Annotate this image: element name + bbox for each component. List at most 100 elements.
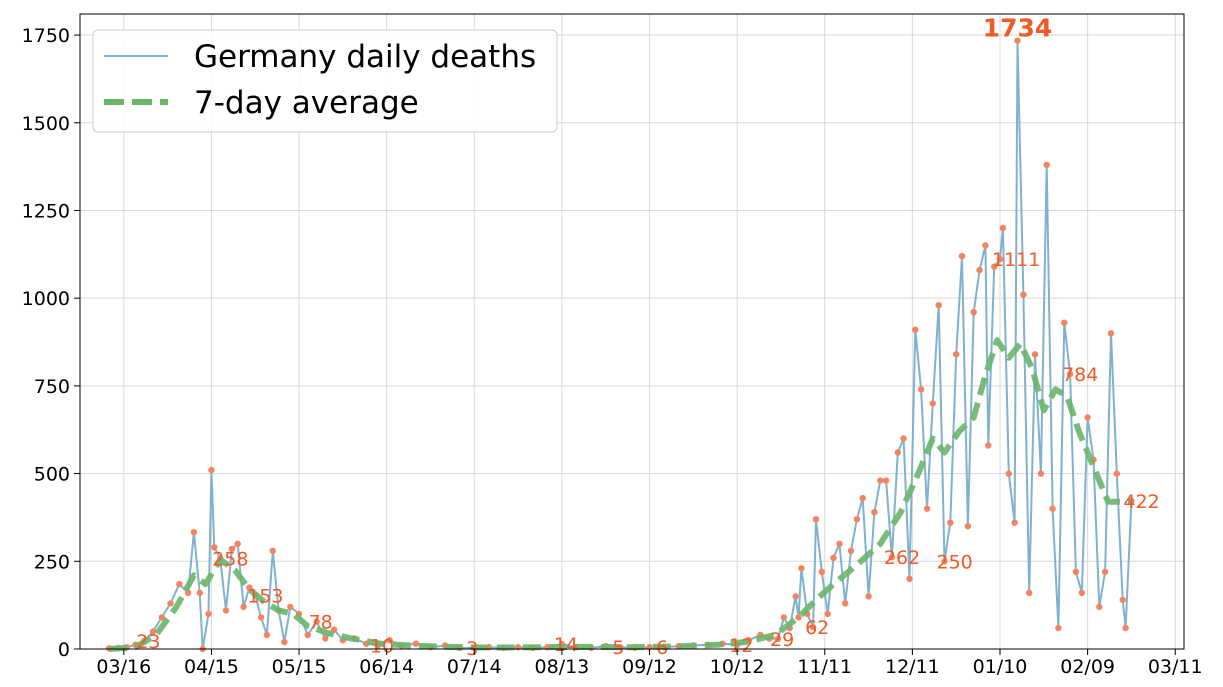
daily-deaths-point xyxy=(246,584,253,591)
daily-deaths-point xyxy=(917,386,925,393)
x-axis: 03/16 04/15 05/15 06/14 07/14 08/13 09/12 10/12… xyxy=(96,649,1203,678)
daily-deaths-point xyxy=(923,505,931,512)
daily-deaths-point xyxy=(257,614,265,621)
daily-deaths-point xyxy=(912,326,919,333)
daily-deaths-point xyxy=(792,593,799,600)
value-label: 5 xyxy=(612,637,624,659)
x-tick-label: 10/12 xyxy=(710,656,765,678)
daily-deaths-point xyxy=(1066,370,1074,378)
daily-deaths-point xyxy=(240,603,247,611)
daily-deaths-point xyxy=(1011,519,1018,526)
daily-deaths-point xyxy=(809,624,817,631)
daily-deaths-point xyxy=(830,554,837,561)
series-layer xyxy=(106,37,1135,653)
legend-label-daily: Germany daily deaths xyxy=(194,39,536,75)
daily-deaths-point xyxy=(304,631,311,639)
daily-deaths-point xyxy=(1031,351,1039,358)
x-tick-label: 03/11 xyxy=(1148,656,1203,678)
seven-day-average-line xyxy=(108,337,1132,652)
y-tick-label: 1250 xyxy=(22,200,70,222)
daily-deaths-point xyxy=(900,435,907,442)
daily-deaths-point xyxy=(941,558,948,565)
daily-deaths-point xyxy=(859,494,866,502)
daily-deaths-point xyxy=(386,637,393,644)
daily-deaths-point xyxy=(970,309,977,316)
y-tick-label: 500 xyxy=(34,464,70,486)
daily-deaths-point xyxy=(985,442,992,449)
value-label: 10 xyxy=(370,635,394,657)
y-axis: 0 250 500 750 1000 1250 1500 1750 xyxy=(22,25,80,661)
daily-deaths-point xyxy=(953,351,960,358)
daily-deaths-point xyxy=(1026,589,1033,597)
daily-deaths-point xyxy=(412,640,420,647)
value-label: 1111 xyxy=(992,249,1040,271)
x-tick-label: 11/11 xyxy=(797,656,852,678)
daily-deaths-point xyxy=(228,545,236,553)
daily-deaths-point xyxy=(1122,624,1129,632)
daily-deaths-point xyxy=(853,516,861,523)
daily-deaths-point xyxy=(1119,596,1126,604)
daily-deaths-point xyxy=(999,224,1007,232)
daily-deaths-point xyxy=(263,631,271,639)
daily-deaths-point xyxy=(774,635,782,642)
x-tick-label: 07/14 xyxy=(447,656,502,678)
daily-deaths-point xyxy=(882,477,890,484)
daily-deaths-point xyxy=(234,540,241,547)
daily-deaths-point xyxy=(929,400,936,407)
daily-deaths-point xyxy=(1101,568,1109,575)
daily-deaths-point xyxy=(906,575,913,582)
daily-deaths-point xyxy=(877,477,884,484)
x-tick-label: 05/15 xyxy=(272,656,327,678)
daily-deaths-point xyxy=(281,638,288,646)
value-label: 258 xyxy=(212,548,248,570)
daily-deaths-point xyxy=(176,580,183,588)
value-label: 6 xyxy=(656,637,668,659)
daily-deaths-point xyxy=(964,523,972,530)
y-tick-label: 1750 xyxy=(22,25,70,47)
value-label: 23 xyxy=(136,631,160,653)
daily-deaths-point xyxy=(812,516,820,523)
value-label: 29 xyxy=(770,629,794,651)
daily-deaths-point xyxy=(1055,624,1062,632)
value-label: 12 xyxy=(729,635,753,657)
daily-deaths-point xyxy=(1020,291,1027,298)
x-tick-label: 04/15 xyxy=(184,656,239,678)
legend-label-average: 7-day average xyxy=(194,85,419,121)
x-tick-label: 08/13 xyxy=(535,656,590,678)
daily-deaths-point xyxy=(158,614,165,621)
x-tick-label: 01/10 xyxy=(973,656,1028,678)
daily-deaths-point xyxy=(947,519,954,526)
daily-deaths-point xyxy=(1037,470,1045,477)
x-tick-label: 06/14 xyxy=(359,656,414,678)
value-label: 784 xyxy=(1062,364,1098,386)
daily-deaths-point xyxy=(780,614,788,621)
daily-deaths-point xyxy=(818,568,825,575)
daily-deaths-point xyxy=(996,256,1004,263)
daily-deaths-point xyxy=(1107,330,1115,337)
legend: Germany daily deaths 7-day average xyxy=(92,29,558,133)
daily-deaths-point xyxy=(1043,161,1050,169)
y-tick-label: 1500 xyxy=(22,113,70,135)
value-label: 250 xyxy=(937,551,973,573)
value-label: 14 xyxy=(554,634,578,656)
daily-deaths-point xyxy=(894,449,901,456)
daily-deaths-point xyxy=(847,547,855,554)
daily-deaths-point xyxy=(322,635,329,642)
daily-deaths-point xyxy=(1061,319,1068,326)
y-tick-label: 0 xyxy=(58,639,70,661)
value-label: 78 xyxy=(309,612,333,634)
daily-deaths-point xyxy=(935,302,942,309)
max-value-label: 1734 xyxy=(983,14,1053,43)
y-tick-label: 750 xyxy=(34,376,70,398)
y-tick-label: 250 xyxy=(34,551,70,573)
legend-box xyxy=(92,29,558,133)
daily-deaths-point xyxy=(1049,505,1056,512)
value-label: 62 xyxy=(805,617,829,639)
daily-deaths-point xyxy=(1113,470,1121,477)
x-tick-label: 02/09 xyxy=(1060,656,1115,678)
daily-deaths-point xyxy=(208,466,215,474)
daily-deaths-point xyxy=(205,610,212,618)
daily-deaths-point xyxy=(190,529,198,536)
x-tick-label: 09/12 xyxy=(622,656,677,678)
